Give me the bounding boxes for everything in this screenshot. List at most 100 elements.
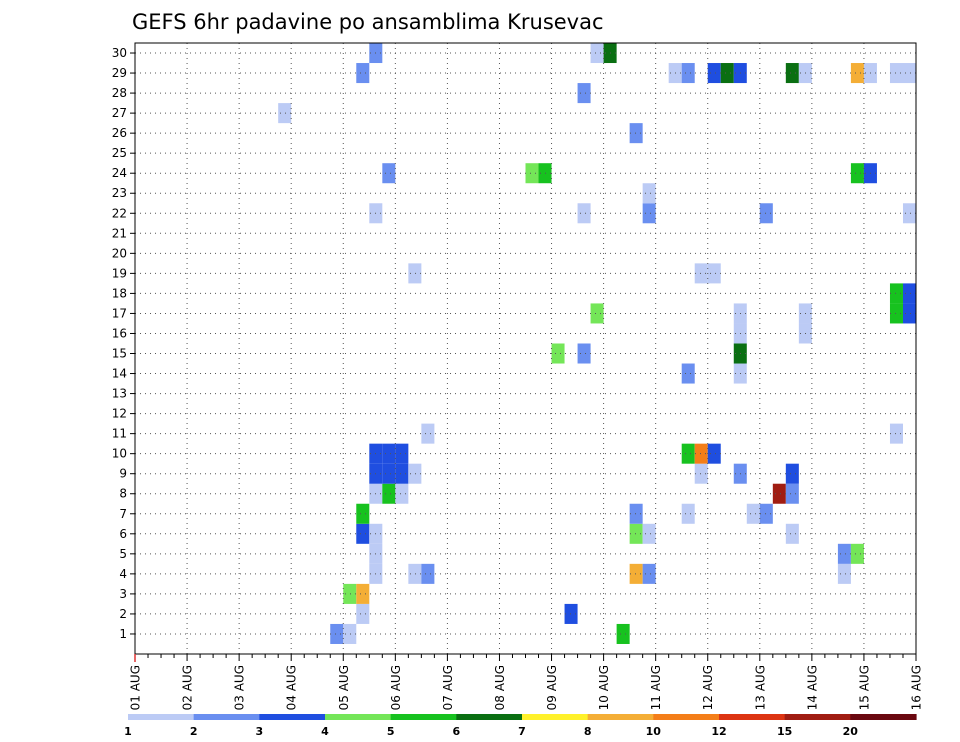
precip-cell — [616, 623, 630, 644]
precip-cell — [577, 203, 591, 224]
y-tick-label: 19 — [112, 266, 127, 280]
legend-label: 3 — [255, 725, 263, 738]
x-tick-label: 02 AUG — [181, 665, 195, 710]
precip-cell — [642, 563, 656, 584]
precip-cell — [408, 263, 422, 284]
precip-cell — [629, 123, 643, 144]
y-tick-label: 12 — [112, 407, 127, 421]
y-tick-label: 29 — [112, 66, 127, 80]
precip-cell — [590, 303, 604, 324]
legend-label: 10 — [646, 725, 662, 738]
precip-cell — [759, 503, 773, 524]
legend-swatch — [587, 714, 654, 720]
precip-cell — [785, 463, 799, 484]
x-tick-label: 16 AUG — [910, 665, 924, 710]
legend-label: 12 — [711, 725, 726, 738]
precip-cell — [551, 343, 565, 364]
x-tick-label: 04 AUG — [285, 665, 299, 710]
precip-cell — [577, 343, 591, 364]
x-tick-label: 12 AUG — [701, 665, 715, 710]
y-tick-label: 24 — [112, 166, 127, 180]
precip-cell — [564, 603, 578, 624]
legend-swatch — [719, 714, 786, 720]
precip-cell — [759, 203, 773, 224]
x-tick-label: 11 AUG — [649, 665, 663, 710]
precip-cell — [382, 483, 396, 504]
legend-label: 7 — [518, 725, 526, 738]
y-tick-label: 9 — [119, 467, 127, 481]
precip-cell — [421, 563, 435, 584]
y-tick-label: 11 — [112, 427, 127, 441]
precip-cell — [720, 63, 734, 84]
precip-cell — [395, 443, 409, 464]
y-tick-label: 18 — [112, 286, 127, 300]
x-tick-label: 15 AUG — [857, 665, 871, 710]
precip-cell — [785, 483, 799, 504]
precip-cell — [408, 463, 422, 484]
precip-cell — [356, 63, 370, 84]
y-tick-label: 15 — [112, 347, 127, 361]
precip-cell — [902, 203, 916, 224]
legend-label: 4 — [321, 725, 329, 738]
precip-cell — [343, 583, 357, 604]
legend-swatch — [325, 714, 392, 720]
y-axis: 1234567891011121314151617181920212223242… — [112, 46, 135, 641]
legend-swatch — [259, 714, 326, 720]
y-tick-label: 26 — [112, 126, 127, 140]
precip-cell — [395, 483, 409, 504]
legend-label: 8 — [584, 725, 592, 738]
precip-cell — [707, 443, 721, 464]
precip-cell — [707, 263, 721, 284]
precip-cell — [629, 523, 643, 544]
precip-cell — [382, 443, 396, 464]
precip-cell — [681, 443, 695, 464]
legend-swatch — [390, 714, 457, 720]
y-tick-label: 28 — [112, 86, 127, 100]
y-tick-label: 30 — [112, 46, 127, 60]
grid-lines — [135, 43, 916, 654]
precip-cell — [785, 523, 799, 544]
color-legend: 1 2 3 4 5 6 7 8 10 12 15 20 — [124, 714, 917, 738]
precip-cell — [707, 63, 721, 84]
precip-cell — [850, 543, 864, 564]
x-tick-label: 08 AUG — [493, 665, 507, 710]
precip-cell — [408, 563, 422, 584]
y-tick-label: 1 — [119, 627, 127, 641]
precip-cell — [356, 503, 370, 524]
precip-cell — [785, 63, 799, 84]
precip-cell — [902, 63, 916, 84]
x-tick-label: 05 AUG — [337, 665, 351, 710]
legend-swatch — [850, 714, 917, 720]
x-tick-label: 01 AUG — [129, 665, 143, 710]
y-tick-label: 7 — [119, 507, 127, 521]
precip-cell — [642, 183, 656, 204]
legend-label: 2 — [190, 725, 198, 738]
x-tick-label: 07 AUG — [441, 665, 455, 710]
legend-swatch — [522, 714, 589, 720]
precip-cell — [889, 303, 903, 324]
precip-cell — [330, 623, 344, 644]
precip-cell — [343, 623, 357, 644]
y-tick-label: 20 — [112, 246, 127, 260]
chart-title: GEFS 6hr padavine po ansamblima Krusevac — [132, 10, 604, 34]
precip-cell — [902, 303, 916, 324]
legend-swatch — [456, 714, 523, 720]
precip-cell — [889, 63, 903, 84]
precip-cell — [395, 463, 409, 484]
x-tick-label: 14 AUG — [805, 665, 819, 710]
precip-cell — [356, 583, 370, 604]
precip-cell — [694, 443, 708, 464]
precip-cell — [642, 523, 656, 544]
y-tick-label: 22 — [112, 206, 127, 220]
legend-label: 1 — [124, 725, 132, 738]
y-tick-label: 10 — [112, 447, 127, 461]
precip-cell — [525, 163, 539, 184]
plot-frame — [134, 42, 917, 655]
legend-label: 5 — [387, 725, 395, 738]
precip-cell — [850, 63, 864, 84]
precip-cell — [278, 103, 292, 124]
precip-cell — [902, 283, 916, 304]
y-tick-label: 21 — [112, 226, 127, 240]
legend-swatch — [128, 714, 195, 720]
